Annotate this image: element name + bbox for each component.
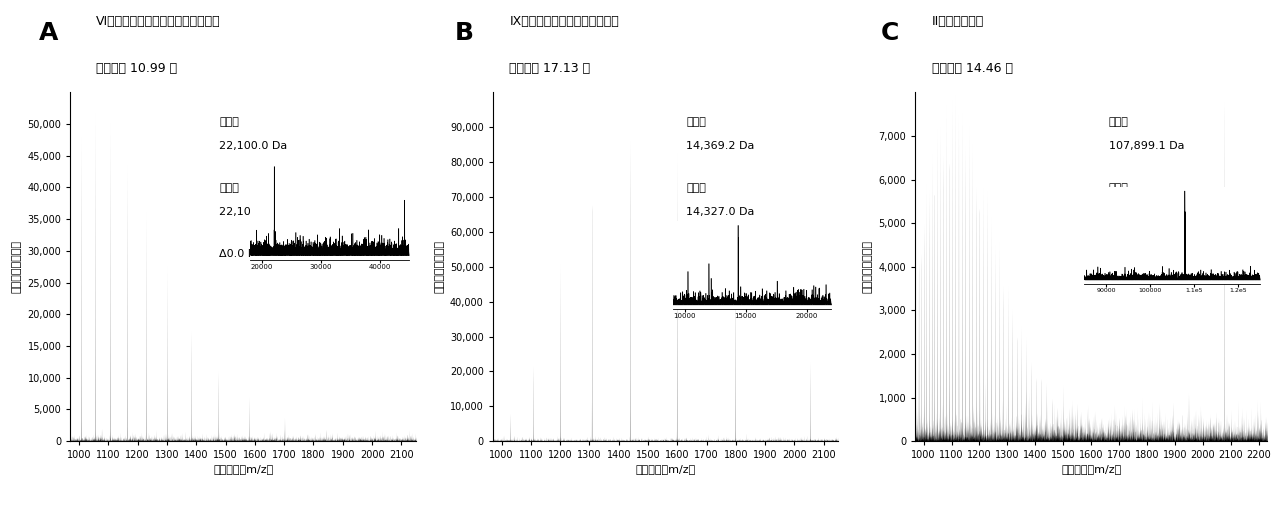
Text: A: A [38, 21, 58, 45]
Y-axis label: 強度［カウント］: 強度［カウント］ [12, 240, 22, 293]
Y-axis label: 強度［カウント］: 強度［カウント］ [863, 240, 873, 293]
Text: 理論値: 理論値 [686, 183, 707, 193]
Text: IX（ヘキソン交差タンパク質）: IX（ヘキソン交差タンパク質） [509, 15, 620, 28]
Text: 22,100.0 Da: 22,100.0 Da [219, 141, 287, 151]
Text: 107,875.9 Da: 107,875.9 Da [1108, 207, 1184, 218]
X-axis label: 実測質量［m/z］: 実測質量［m/z］ [212, 464, 274, 475]
Text: VI（エンドソーム溶解タンパク質）: VI（エンドソーム溶解タンパク質） [96, 15, 220, 28]
Text: 107,899.1 Da: 107,899.1 Da [1108, 141, 1184, 151]
Text: Δ0.0 Da: Δ0.0 Da [219, 249, 264, 259]
X-axis label: 実測質量［m/z］: 実測質量［m/z］ [1061, 464, 1121, 475]
Text: 理論値: 理論値 [219, 183, 239, 193]
X-axis label: 実測質量［m/z］: 実測質量［m/z］ [635, 464, 696, 475]
Text: 22,100.0 Da: 22,100.0 Da [219, 207, 287, 218]
Text: Δ23.2 Da: Δ23.2 Da [1108, 249, 1160, 259]
Text: 保持時間 14.46 分: 保持時間 14.46 分 [932, 62, 1012, 74]
Text: II（ヘキソン）: II（ヘキソン） [932, 15, 984, 28]
Y-axis label: 強度［カウント］: 強度［カウント］ [434, 240, 444, 293]
Text: 保持時間 17.13 分: 保持時間 17.13 分 [509, 62, 590, 74]
Text: C: C [881, 21, 899, 45]
Text: 理論値: 理論値 [1108, 183, 1129, 193]
Text: Δ42.2 Da: Δ42.2 Da [686, 249, 737, 259]
Text: 14,369.2 Da: 14,369.2 Da [686, 141, 755, 151]
Text: 実測値: 実測値 [686, 117, 707, 127]
Text: 保持時間 10.99 分: 保持時間 10.99 分 [96, 62, 177, 74]
Text: 実測値: 実測値 [1108, 117, 1129, 127]
Text: B: B [454, 21, 474, 45]
Text: 14,327.0 Da: 14,327.0 Da [686, 207, 755, 218]
Text: 実測値: 実測値 [219, 117, 239, 127]
